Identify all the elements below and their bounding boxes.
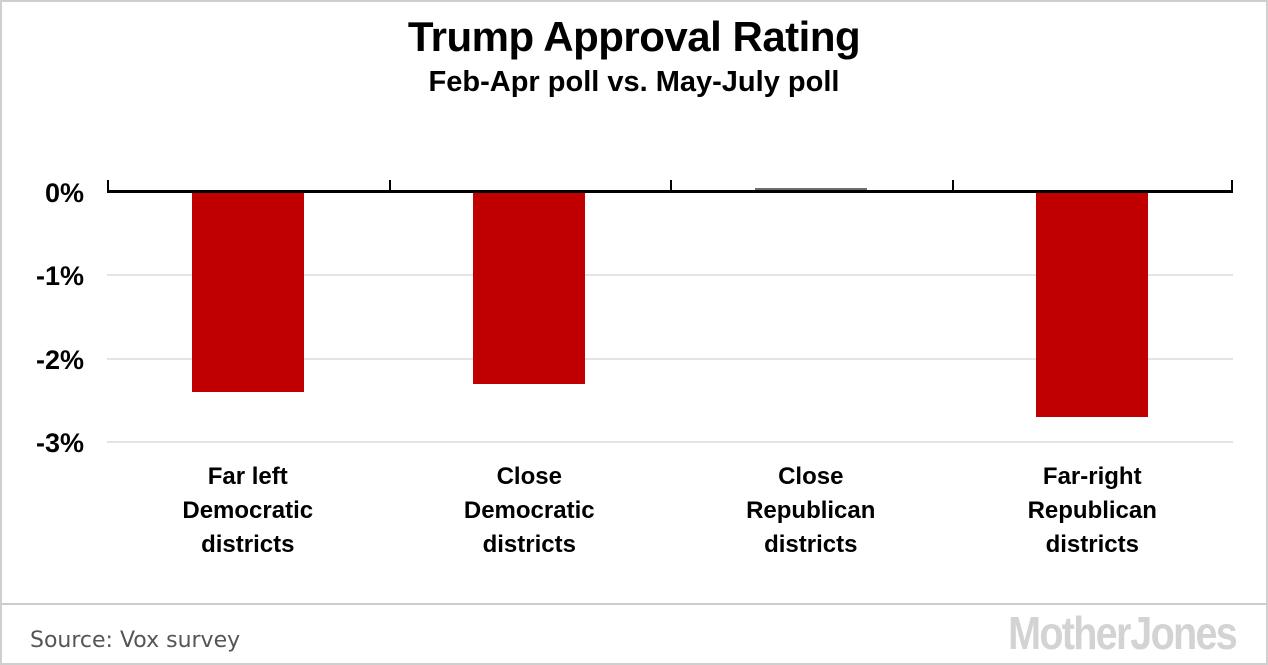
source-note: Source: Vox survey — [30, 628, 241, 653]
bar-close-republican-districts — [754, 187, 867, 192]
x-axis-category-label: Far-right Republican districts — [1027, 463, 1157, 558]
axis-tick — [670, 180, 672, 190]
gridline--1% — [107, 274, 1233, 277]
chart-subtitle: Feb-Apr poll vs. May-July poll — [428, 66, 840, 98]
axis-tick — [388, 180, 391, 190]
axis-tick — [951, 180, 954, 190]
chart-header: Trump Approval Rating Feb-Apr poll vs. M… — [2, 12, 1266, 102]
x-axis-zero-line — [107, 190, 1233, 193]
gridline--2% — [107, 357, 1233, 360]
x-axis-category-label: Far left Democratic districts — [182, 463, 314, 558]
x-axis-category-label: Close Republican districts — [746, 463, 876, 558]
bar-close-democratic-districts — [473, 192, 586, 384]
footer-divider — [2, 603, 1266, 605]
y-axis-tick-label: -2% — [35, 344, 84, 375]
y-axis-tick-label: -1% — [35, 261, 84, 292]
y-axis-tick-label: -3% — [35, 427, 84, 458]
axis-tick — [107, 180, 109, 190]
motherjones-logo: Mother Jones — [1008, 607, 1238, 659]
y-axis-tick-label: 0% — [44, 178, 84, 208]
bar-far-right-republican-districts — [1036, 192, 1149, 417]
gridline--3% — [107, 440, 1233, 443]
chart-title: Trump Approval Rating — [407, 13, 861, 60]
axis-tick — [1231, 180, 1233, 190]
x-axis-category-label: Close Democratic districts — [463, 463, 595, 558]
bar-far-left-democratic-districts — [191, 192, 304, 392]
